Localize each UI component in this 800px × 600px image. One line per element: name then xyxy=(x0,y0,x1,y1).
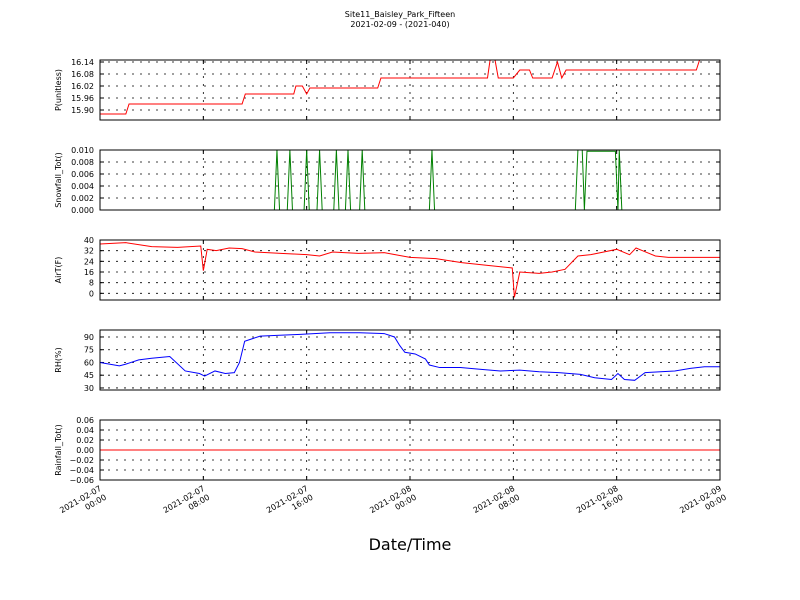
x-tick-label: 2021-02-0816:00 xyxy=(575,484,625,524)
y-tick-label: 16.08 xyxy=(71,70,94,79)
y-tick-label: 8 xyxy=(89,279,94,288)
data-line xyxy=(99,332,720,381)
y-tick-label: 75 xyxy=(84,346,94,355)
y-tick-label: 32 xyxy=(84,247,94,256)
y-tick-label: −0.06 xyxy=(69,476,94,485)
y-axis-label: Snowfall_Tot() xyxy=(54,152,63,208)
y-tick-label: 30 xyxy=(84,384,94,393)
y-tick-label: 0.008 xyxy=(71,158,94,167)
x-tick-label: 2021-02-0700:00 xyxy=(58,484,108,524)
y-tick-label: 40 xyxy=(84,236,94,245)
x-tick-label: 2021-02-0800:00 xyxy=(368,484,418,524)
y-tick-label: 0.010 xyxy=(71,146,94,155)
y-tick-label: 0 xyxy=(89,289,94,298)
chart-title: Site11_Baisley_Park_Fifteen xyxy=(345,10,455,19)
x-tick-label: 2021-02-0808:00 xyxy=(472,484,522,524)
plot-frame xyxy=(99,239,721,301)
y-tick-label: −0.04 xyxy=(69,466,94,475)
x-tick-label: 2021-02-0900:00 xyxy=(678,484,728,524)
y-tick-label: 0.00 xyxy=(76,446,94,455)
y-tick-label: 16 xyxy=(84,268,94,277)
y-tick-label: 16.02 xyxy=(71,82,94,91)
y-tick-label: 0.06 xyxy=(76,416,94,425)
y-axis-label: AirT(F) xyxy=(54,257,63,284)
y-tick-label: 24 xyxy=(84,257,94,266)
y-axis-label: P(unitless) xyxy=(54,69,63,111)
data-line xyxy=(99,242,720,298)
y-tick-label: 15.90 xyxy=(71,106,94,115)
plot-frame xyxy=(99,329,721,391)
y-tick-label: 0.02 xyxy=(76,436,94,445)
plot-frame xyxy=(99,419,721,481)
x-axis-label: Date/Time xyxy=(369,535,452,554)
y-tick-label: 90 xyxy=(84,333,94,342)
y-tick-label: 0.006 xyxy=(71,170,94,179)
x-tick-label: 2021-02-0716:00 xyxy=(265,484,315,524)
y-axis-label: Rainfall_Tot() xyxy=(54,424,63,476)
plot-frame xyxy=(99,149,721,211)
chart-subtitle: 2021-02-09 - (2021-040) xyxy=(350,20,449,29)
y-tick-label: 60 xyxy=(84,358,94,367)
y-tick-label: −0.02 xyxy=(69,456,94,465)
y-tick-label: 0.004 xyxy=(71,182,94,191)
y-tick-label: 45 xyxy=(84,371,94,380)
y-tick-label: 0.000 xyxy=(71,206,94,215)
y-tick-label: 0.04 xyxy=(76,426,94,435)
y-tick-label: 0.002 xyxy=(71,194,94,203)
y-axis-label: RH(%) xyxy=(54,347,63,372)
y-tick-label: 15.96 xyxy=(71,94,94,103)
y-tick-label: 16.14 xyxy=(71,58,94,67)
plot-frame xyxy=(99,59,721,121)
x-tick-label: 2021-02-0708:00 xyxy=(162,484,212,524)
